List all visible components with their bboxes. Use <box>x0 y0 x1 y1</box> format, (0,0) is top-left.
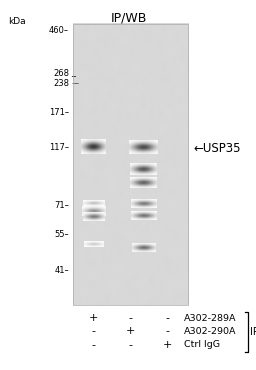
Text: 460–: 460– <box>49 26 69 35</box>
Text: -: - <box>166 313 170 323</box>
Text: +: + <box>126 326 135 336</box>
Text: _: _ <box>71 68 75 77</box>
Text: 41–: 41– <box>54 266 69 275</box>
Text: +: + <box>89 313 98 323</box>
Text: ←USP35: ←USP35 <box>193 141 241 155</box>
Text: 171–: 171– <box>49 108 69 117</box>
Text: -: - <box>129 340 133 350</box>
Text: -: - <box>91 326 95 336</box>
Text: kDa: kDa <box>8 17 25 26</box>
Bar <box>73 24 188 305</box>
Text: 55–: 55– <box>54 231 69 239</box>
Text: 268: 268 <box>53 70 69 78</box>
Text: +: + <box>163 340 172 350</box>
Text: -: - <box>166 326 170 336</box>
Text: A302-289A: A302-289A <box>184 314 236 323</box>
Text: 238: 238 <box>53 79 69 88</box>
Text: -: - <box>91 340 95 350</box>
Text: 117–: 117– <box>49 144 69 152</box>
Text: IP: IP <box>250 326 256 337</box>
Text: Ctrl IgG: Ctrl IgG <box>184 340 220 349</box>
Text: A302-290A: A302-290A <box>184 327 236 336</box>
Text: IP/WB: IP/WB <box>111 12 147 25</box>
Text: -: - <box>129 313 133 323</box>
Text: 71–: 71– <box>54 201 69 210</box>
Text: —: — <box>71 80 78 86</box>
